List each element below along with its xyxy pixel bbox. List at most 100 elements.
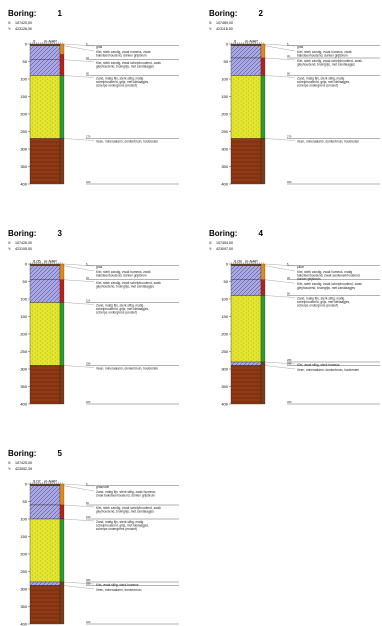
boring-title-label: Boring: (8, 9, 36, 18)
side-strip-segment (59, 138, 65, 185)
soil-layer-peat (29, 365, 61, 405)
x-coord-label: X: (209, 21, 212, 25)
layer-description: gleyhoudend, bruingrijs, met zandlaagjes (96, 510, 154, 514)
depth-tick-label: 300 (20, 366, 27, 371)
layer-depth-label: 400 (287, 400, 292, 404)
layer-description: Klei, sterk zandig, zwak schelphoudend, … (297, 282, 362, 286)
layer-description: Veen, mineraalarm, donkerbruin (96, 588, 142, 592)
nap-value: 0,05 (33, 259, 42, 264)
depth-tick-label: 50 (23, 279, 28, 284)
soil-layer-peat (230, 138, 262, 185)
layer-depth-label: 400 (287, 180, 292, 184)
depth-tick-label: 200 (20, 551, 27, 556)
x-coord-label: X: (8, 461, 11, 465)
nap-value: 0,09 (234, 259, 243, 264)
depth-tick-label: 300 (20, 586, 27, 591)
side-strip-segment (59, 54, 65, 76)
side-strip-segment (59, 365, 65, 405)
layer-description: Klei, sterk zandig, zwak schelphoudend, … (96, 506, 161, 510)
layer-depth-label: 5 (86, 42, 88, 46)
layer-leader-line (63, 59, 95, 62)
depth-tick-label: 350 (20, 384, 27, 389)
layer-depth-label: 90 (287, 292, 290, 296)
depth-tick-label: 250 (20, 349, 27, 354)
layer-leader-line (63, 279, 95, 282)
layer-description: gleyhoudend, bruingrijs, met zandlaagjes (297, 286, 355, 290)
y-coord-label: Y: (209, 27, 212, 31)
layer-leader-line (63, 302, 95, 305)
depth-tick-label: 0 (226, 41, 229, 46)
layer-leader-line (63, 265, 95, 272)
layer-description: Zand, matig fijn, sterk siltig, matig (96, 304, 144, 308)
nap-value: 0,07 (33, 479, 42, 484)
layer-leader-line (264, 295, 296, 298)
x-coord-value: 107426,00 (15, 241, 32, 245)
boring-log-3: Boring: 3 X: 107426,00 Y: 423105,00 0,05 m-NAP 0… (8, 229, 179, 406)
side-strip-segment (260, 75, 266, 139)
layer-description: scherpe ondergrens (erosief) (96, 527, 137, 531)
depth-tick-label: 50 (23, 59, 28, 64)
layer-leader-line (63, 263, 95, 267)
boring-log-4: Boring: 4 X: 107454,00 Y: 423097,00 0,09 m-NAP 0… (209, 229, 380, 406)
soil-layer-sand (29, 302, 61, 366)
layer-depth-label: 400 (86, 620, 91, 624)
layer-leader-line (63, 365, 95, 368)
layer-leader-line (63, 483, 95, 487)
depth-tick-label: 150 (221, 314, 228, 319)
side-strip-segment (59, 483, 65, 506)
soil-layer-topsoil (230, 263, 262, 266)
depth-tick-label: 300 (221, 146, 228, 151)
depth-tick-label: 150 (20, 314, 27, 319)
layer-leader-line (63, 75, 95, 78)
layer-description: Klei, sterk zandig, zwak humeus, matig (297, 270, 352, 274)
depth-tick-label: 100 (221, 76, 228, 81)
side-strip-segment (59, 518, 65, 583)
soil-layer-clay (29, 45, 61, 60)
depth-tick-label: 150 (221, 94, 228, 99)
layer-description: schelphoudend, grijs, met kleilaagjes, (96, 524, 149, 528)
layer-leader-line (264, 57, 296, 61)
nap-value: 0 (33, 39, 36, 44)
soil-layer-clay (29, 279, 61, 303)
soil-layer-sand (230, 295, 262, 363)
layer-leader-line (63, 585, 95, 590)
layer-leader-line (264, 263, 296, 267)
boring-number: 2 (259, 9, 264, 18)
depth-tick-label: 400 (221, 181, 228, 186)
layer-description: baksteenhoudend, donker grijsbruin (297, 54, 348, 58)
layer-depth-label: 45 (287, 276, 290, 280)
layer-depth-label: 60 (86, 501, 89, 505)
side-strip-segment (260, 279, 266, 296)
layer-description: scherpe ondergrens (erosief) (297, 304, 338, 308)
side-strip-segment (59, 43, 65, 55)
x-coord-value: 107425,00 (15, 461, 32, 465)
layer-description: Klei, zwak siltig, sterk humeus (297, 363, 340, 367)
side-strip-segment (59, 302, 65, 366)
depth-tick-label: 200 (20, 331, 27, 336)
layer-description: Klei, sterk zandig, zwak humeus, zwak (297, 50, 352, 54)
side-strip-segment (260, 361, 266, 405)
layer-description: schelphoudend, grijs, met kleilaagjes, (96, 80, 149, 84)
y-coord-value: 423126,00 (15, 27, 32, 31)
side-strip-segment (59, 504, 65, 520)
layer-leader-line (264, 75, 296, 78)
layer-description: Zand, matig fijn, sterk siltig, zwak hum… (96, 490, 156, 494)
layer-leader-line (63, 518, 95, 522)
boring-log-2: Boring: 2 X: 107469,00 Y: 423116,00 0 m-NAP 0 50 1… (209, 9, 380, 186)
nap-value: 0 (234, 39, 237, 44)
layer-description: baksteenhoudend, donker grijsbruin (96, 274, 147, 278)
layer-description: gras (297, 45, 304, 49)
layer-description: gras (96, 45, 103, 49)
layer-description: zwak baksteenhoudend, donker grijsbruin (96, 494, 155, 498)
y-coord-value: 423052,39 (15, 467, 32, 471)
depth-tick-label: 0 (25, 261, 28, 266)
boring-title-label: Boring: (8, 229, 36, 238)
layer-description: plkar (297, 265, 305, 269)
nap-unit-label: m-NAP (44, 259, 57, 264)
y-coord-value: 423097,00 (216, 247, 233, 251)
depth-tick-label: 0 (25, 481, 28, 486)
x-coord-label: X: (209, 241, 212, 245)
boring-title-label: Boring: (8, 449, 36, 458)
depth-tick-label: 250 (221, 349, 228, 354)
